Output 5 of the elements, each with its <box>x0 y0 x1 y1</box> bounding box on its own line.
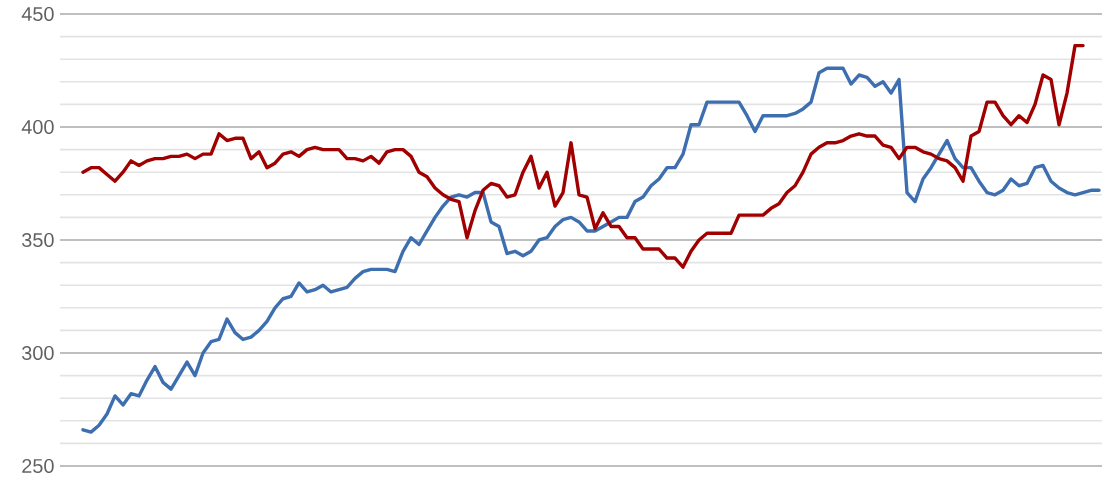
y-tick-label: 350 <box>22 232 54 248</box>
y-tick-label: 250 <box>22 458 54 474</box>
y-tick-label: 450 <box>21 6 54 22</box>
y-tick-label: 400 <box>21 119 54 135</box>
y-tick-label: 300 <box>22 345 54 361</box>
